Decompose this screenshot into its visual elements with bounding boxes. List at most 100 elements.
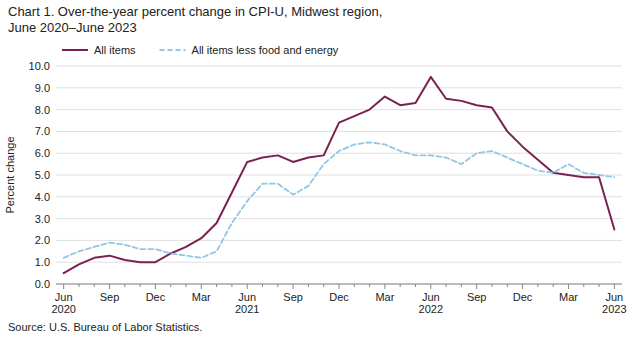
x-tick <box>170 284 171 287</box>
x-tick-label-line: Sep <box>283 291 303 303</box>
y-tick-label: 9.0 <box>35 82 50 94</box>
x-tick <box>384 284 385 289</box>
x-tick <box>109 284 110 289</box>
x-tick <box>583 284 584 287</box>
x-tick <box>369 284 370 287</box>
grid-line <box>56 196 622 197</box>
x-tick <box>507 284 508 287</box>
y-tick-label: 6.0 <box>35 147 50 159</box>
x-tick-label: Mar <box>375 291 394 303</box>
grid-line <box>56 240 622 241</box>
x-tick <box>354 284 355 287</box>
x-tick-label-line: Sep <box>100 291 120 303</box>
x-tick <box>140 284 141 287</box>
x-tick <box>522 284 523 289</box>
x-tick <box>339 284 340 289</box>
x-tick-label-line: 2023 <box>602 303 626 315</box>
x-tick <box>63 284 64 289</box>
x-tick <box>231 284 232 287</box>
x-tick-label-line: Dec <box>146 291 166 303</box>
source-note: Source: U.S. Bureau of Labor Statistics. <box>8 321 202 333</box>
x-tick <box>94 284 95 287</box>
x-tick <box>155 284 156 289</box>
x-tick-label-line: Jun <box>238 291 256 303</box>
x-tick-label: Mar <box>559 291 578 303</box>
x-tick-label-line: 2022 <box>419 303 443 315</box>
x-tick <box>568 284 569 289</box>
chart: Chart 1. Over-the-year percent change in… <box>0 0 635 337</box>
x-tick-label: Sep <box>283 291 303 303</box>
x-tick-label: Jun2023 <box>602 291 626 315</box>
grid-line <box>56 153 622 154</box>
subtitle: June 2020–June 2023 <box>8 20 137 35</box>
x-tick-label: Dec <box>146 291 166 303</box>
y-tick-label: 5.0 <box>35 169 50 181</box>
x-tick <box>446 284 447 287</box>
y-tick-label: 8.0 <box>35 104 50 116</box>
x-tick <box>201 284 202 289</box>
y-tick-label: 10.0 <box>29 60 50 72</box>
x-tick-label-line: Jun <box>422 291 440 303</box>
x-tick <box>537 284 538 287</box>
x-tick-label-line: Mar <box>559 291 578 303</box>
series-line <box>64 142 615 258</box>
x-tick-label-line: Dec <box>513 291 533 303</box>
grid-line <box>56 87 622 88</box>
y-axis-label: Percent change <box>4 136 16 213</box>
y-tick-label: 3.0 <box>35 213 50 225</box>
y-tick-label: 0.0 <box>35 278 50 290</box>
x-tick-label-line: Mar <box>192 291 211 303</box>
x-tick-label: Sep <box>100 291 120 303</box>
x-tick <box>491 284 492 287</box>
x-tick-label-line: 2021 <box>235 303 259 315</box>
series-line <box>64 77 615 273</box>
x-tick-label: Mar <box>192 291 211 303</box>
x-tick-label-line: Jun <box>55 291 73 303</box>
y-tick-label: 7.0 <box>35 125 50 137</box>
x-tick <box>78 284 79 287</box>
legend-label: All items <box>94 44 136 56</box>
x-tick <box>262 284 263 287</box>
grid-line <box>56 109 622 110</box>
x-tick <box>599 284 600 287</box>
plot-area <box>64 77 615 273</box>
x-tick-label: Jun2020 <box>51 291 75 315</box>
grid-line <box>56 66 622 67</box>
y-tick-label: 4.0 <box>35 191 50 203</box>
x-tick <box>400 284 401 287</box>
x-tick <box>186 284 187 287</box>
x-tick-label: Jun2022 <box>419 291 443 315</box>
x-tick-label-line: Sep <box>467 291 487 303</box>
x-tick <box>415 284 416 287</box>
x-tick-label: Dec <box>513 291 533 303</box>
legend-swatch <box>62 49 88 51</box>
x-tick <box>293 284 294 289</box>
y-tick-label: 2.0 <box>35 234 50 246</box>
x-tick-label-line: Mar <box>375 291 394 303</box>
x-tick <box>308 284 309 287</box>
title: Chart 1. Over-the-year percent change in… <box>8 4 382 19</box>
x-tick <box>124 284 125 287</box>
x-tick <box>553 284 554 287</box>
x-tick <box>323 284 324 287</box>
legend-label: All items less food and energy <box>192 44 339 56</box>
grid <box>56 66 622 284</box>
x-tick-label: Dec <box>329 291 349 303</box>
x-tick <box>277 284 278 287</box>
x-tick <box>216 284 217 287</box>
x-tick <box>430 284 431 289</box>
grid-line <box>56 131 622 132</box>
legend: All items All items less food and energy <box>62 44 339 56</box>
x-tick <box>247 284 248 289</box>
x-tick <box>476 284 477 289</box>
y-tick-label: 1.0 <box>35 256 50 268</box>
x-tick <box>614 284 615 289</box>
x-tick-label-line: 2020 <box>51 303 75 315</box>
x-tick <box>461 284 462 287</box>
legend-swatch <box>160 49 186 51</box>
grid-line <box>56 175 622 176</box>
x-tick-label-line: Jun <box>605 291 623 303</box>
x-tick-label: Jun2021 <box>235 291 259 315</box>
x-tick-label-line: Dec <box>329 291 349 303</box>
grid-line <box>56 218 622 219</box>
